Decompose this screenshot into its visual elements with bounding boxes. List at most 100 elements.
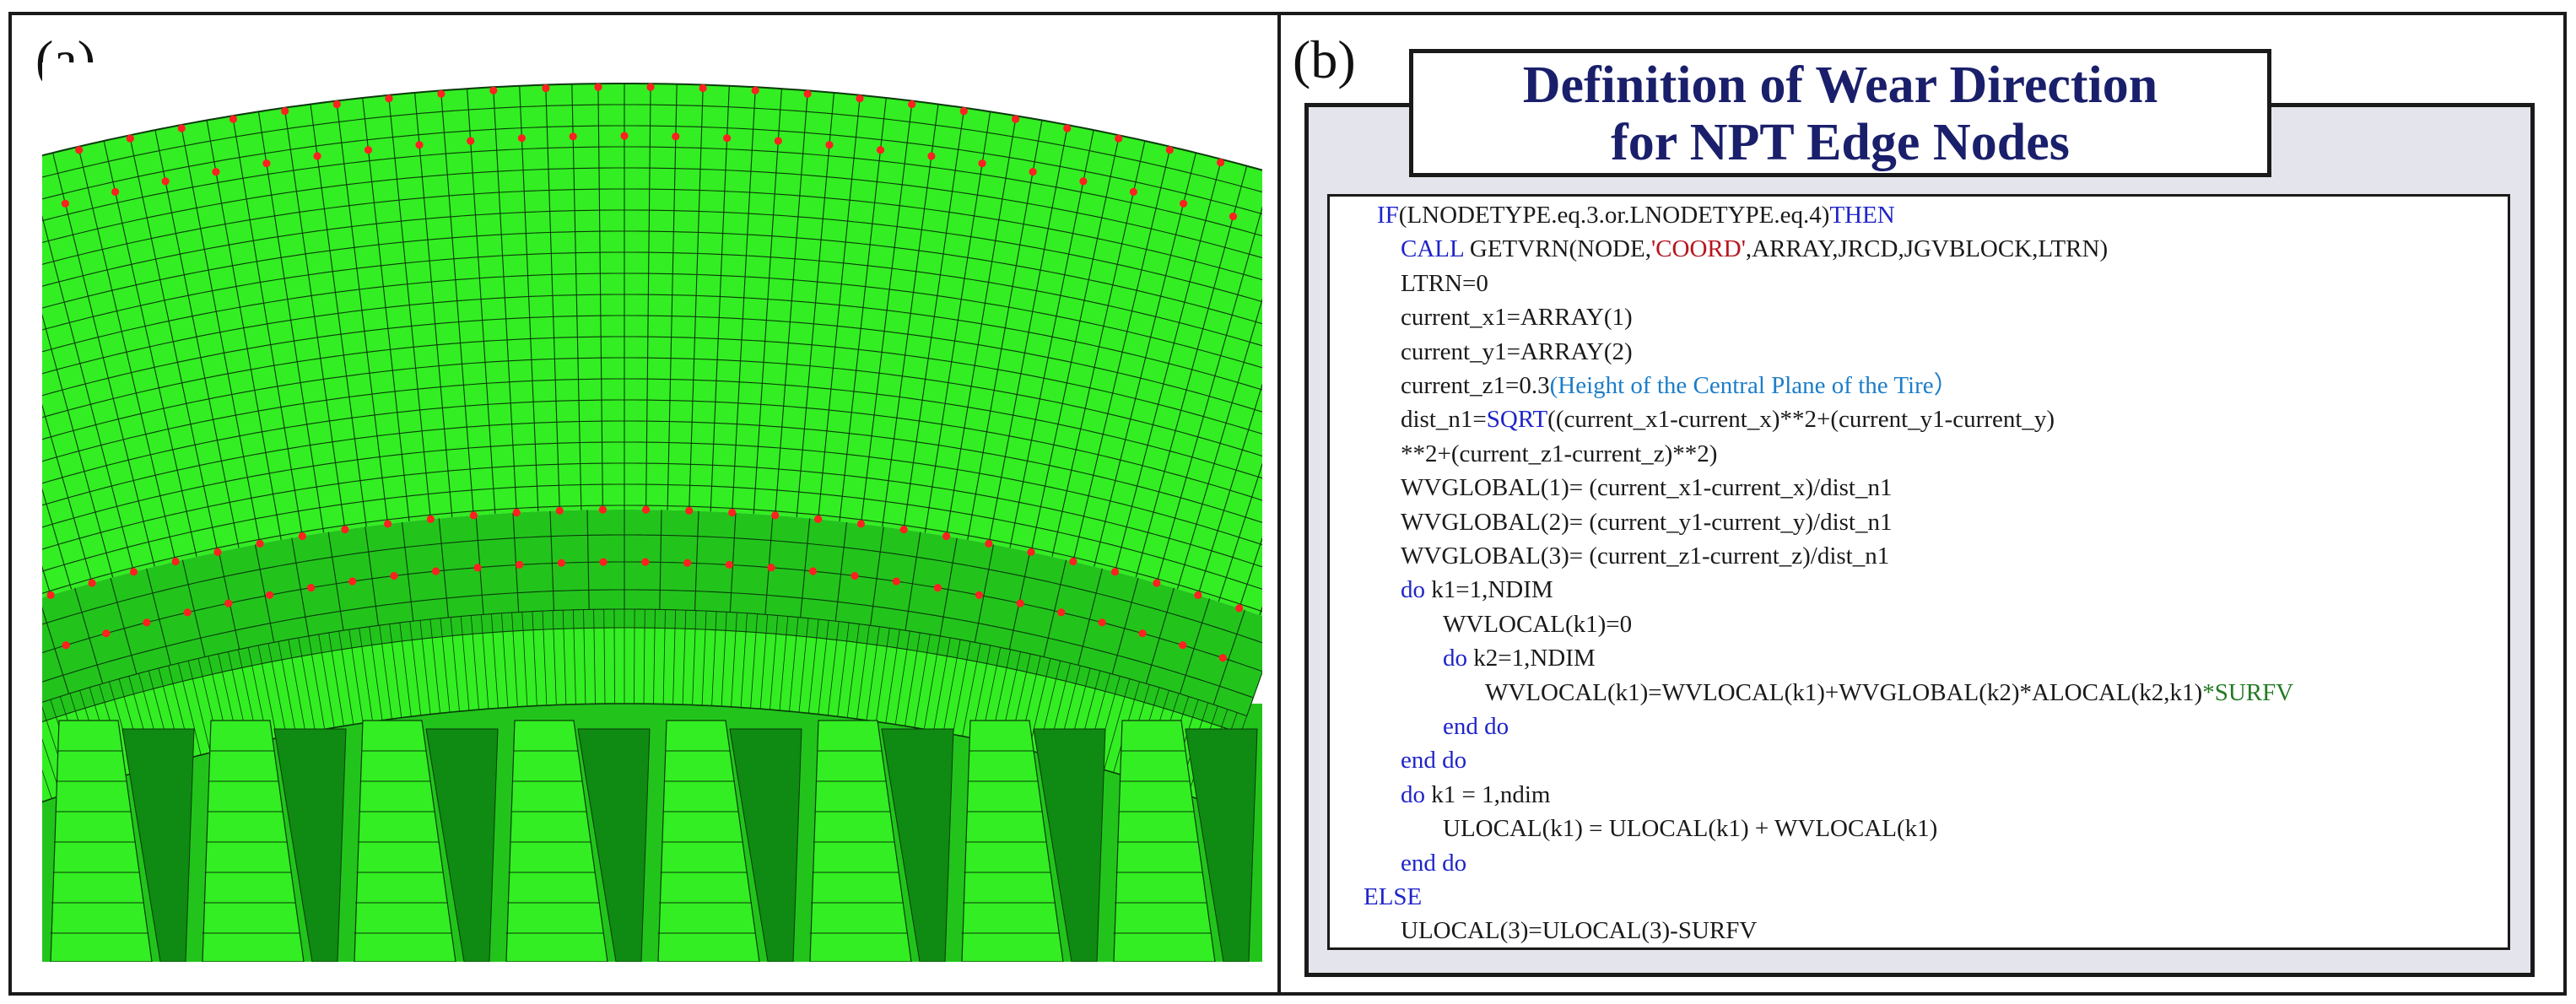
code-line: ELSE: [1364, 883, 1422, 911]
node-marker: [298, 532, 306, 541]
code-listing: IF(LNODETYPE.eq.3.or.LNODETYPE.eq.4)THEN…: [1327, 194, 2510, 950]
node-marker: [229, 115, 237, 123]
code-line: do k2=1,NDIM: [1443, 644, 1596, 672]
node-marker: [641, 558, 650, 566]
edge-node-markers: [46, 83, 1244, 662]
node-marker: [933, 584, 942, 592]
node-marker: [1057, 608, 1066, 617]
node-marker: [385, 94, 393, 103]
code-line: ULOCAL(3)=ULOCAL(3)-SURFV: [1401, 916, 1757, 945]
tread-surface: [42, 84, 1262, 617]
code-token: THEN: [1829, 202, 1895, 229]
node-marker: [415, 141, 424, 149]
code-token: CALL: [1401, 235, 1464, 263]
title-box: Definition of Wear Direction for NPT Edg…: [1409, 49, 2271, 177]
code-token: SQRT: [1486, 406, 1548, 434]
node-marker: [1179, 641, 1187, 650]
code-line: WVLOCAL(k1)=WVLOCAL(k1)+WVGLOBAL(k2)*ALO…: [1485, 678, 2293, 707]
node-marker: [728, 508, 737, 517]
node-marker: [751, 86, 759, 94]
node-marker: [126, 134, 134, 143]
code-token: (LNODETYPE.eq.3.or.LNODETYPE.eq.4): [1398, 202, 1830, 229]
node-marker: [557, 559, 566, 567]
code-token: k1=1,NDIM: [1425, 576, 1553, 604]
code-line: WVGLOBAL(3)= (current_z1-current_z)/dist…: [1401, 542, 1889, 570]
node-marker: [129, 568, 138, 576]
node-marker: [341, 526, 349, 534]
node-marker: [489, 86, 498, 94]
code-token: end do: [1443, 713, 1509, 740]
code-token: LTRN=0: [1401, 269, 1488, 297]
node-marker: [978, 159, 986, 168]
code-line: end do: [1401, 849, 1466, 877]
node-marker: [348, 577, 357, 586]
node-marker: [975, 591, 983, 599]
code-token: do: [1443, 645, 1467, 672]
code-token: (Height of the Central Plane of the Tire…: [1549, 372, 1958, 399]
code-line: current_x1=ARRAY(1): [1401, 303, 1633, 332]
node-marker: [1115, 134, 1123, 143]
node-marker: [262, 159, 271, 168]
node-marker: [431, 567, 440, 575]
node-marker: [699, 84, 707, 93]
code-line: end do: [1443, 712, 1509, 741]
node-marker: [1063, 124, 1072, 132]
node-marker: [725, 560, 733, 569]
node-marker: [46, 591, 55, 600]
node-marker: [266, 591, 274, 599]
node-marker: [620, 132, 629, 140]
node-marker: [1027, 548, 1035, 557]
node-marker: [473, 564, 482, 572]
code-token: end do: [1401, 849, 1467, 877]
code-token: WVGLOBAL(1)= (current_x1-current_x)/dist…: [1401, 474, 1893, 502]
code-token: GETVRN(NODE,: [1463, 235, 1651, 263]
node-marker: [307, 584, 316, 592]
node-marker: [1029, 168, 1037, 176]
node-marker: [642, 505, 651, 514]
node-marker: [856, 94, 864, 103]
node-marker: [959, 107, 968, 116]
code-token: current_x1=ARRAY(1): [1401, 304, 1633, 332]
code-token: 'COORD': [1650, 235, 1746, 263]
node-marker: [1069, 557, 1077, 566]
node-marker: [774, 137, 782, 145]
node-marker: [767, 564, 775, 572]
code-line: WVGLOBAL(2)= (current_y1-current_y)/dist…: [1401, 508, 1893, 537]
node-marker: [281, 107, 289, 116]
node-marker: [213, 548, 222, 557]
title-line-2: for NPT Edge Nodes: [1611, 114, 2070, 171]
node-marker: [723, 134, 732, 143]
title-line-1: Definition of Wear Direction: [1522, 57, 2158, 114]
code-token: ELSE: [1364, 883, 1423, 910]
node-marker: [313, 152, 321, 160]
node-marker: [1079, 177, 1088, 186]
code-line: IF(LNODETYPE.eq.3.or.LNODETYPE.eq.4)THEN: [1377, 201, 1895, 229]
node-marker: [517, 134, 527, 143]
node-marker: [569, 132, 577, 141]
code-line: end do: [1401, 746, 1466, 775]
node-marker: [1165, 146, 1174, 154]
node-marker: [892, 577, 900, 586]
node-marker: [467, 137, 475, 145]
code-line: dist_n1=SQRT((current_x1-current_x)**2+(…: [1401, 405, 2055, 434]
node-marker: [1153, 579, 1161, 587]
code-line: current_y1=ARRAY(2): [1401, 337, 1633, 366]
node-marker: [1016, 599, 1024, 607]
node-marker: [1235, 604, 1244, 613]
node-marker: [683, 559, 692, 567]
node-marker: [183, 608, 192, 617]
node-marker: [927, 152, 936, 160]
node-marker: [1194, 591, 1202, 600]
node-marker: [426, 515, 435, 523]
code-line: current_z1=0.3(Height of the Central Pla…: [1401, 371, 1958, 400]
code-token: WVLOCAL(k1)=WVLOCAL(k1)+WVGLOBAL(k2)*ALO…: [1485, 678, 2203, 706]
code-token: WVGLOBAL(3)= (current_z1-current_z)/dist…: [1401, 542, 1890, 569]
panel-divider: [1277, 12, 1281, 996]
node-marker: [985, 539, 993, 548]
node-marker: [542, 84, 550, 93]
code-token: ULOCAL(k1) = ULOCAL(k1) + WVLOCAL(k1): [1443, 815, 1938, 843]
node-marker: [62, 641, 70, 650]
node-marker: [437, 89, 446, 98]
node-marker: [102, 629, 111, 638]
node-marker: [1218, 654, 1227, 662]
